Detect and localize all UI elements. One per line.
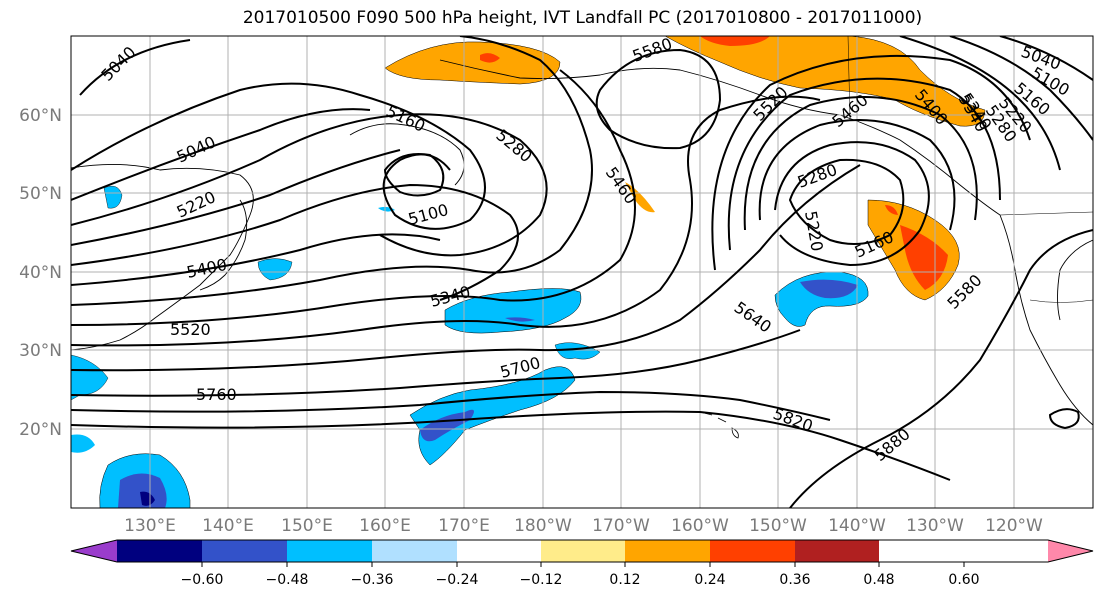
colorbar-outline xyxy=(70,539,1094,563)
lat-label: 20°N xyxy=(19,420,62,440)
colorbar-tick-label: −0.60 xyxy=(181,572,224,588)
colorbar-tick-label: 0.60 xyxy=(948,572,979,588)
colorbar-segment xyxy=(710,540,795,562)
colorbar-segment xyxy=(541,540,625,562)
lat-label: 60°N xyxy=(19,106,62,126)
longitude-labels: 130°E 140°E 150°E 160°E 170°E 180°W 170°… xyxy=(124,516,1043,536)
colorbar-segment xyxy=(457,540,541,562)
colorbar-segment xyxy=(372,540,457,562)
figure-title: 2017010500 F090 500 hPa height, IVT Land… xyxy=(242,8,923,28)
lon-label: 150°E xyxy=(281,516,333,536)
lon-label: 160°W xyxy=(671,516,729,536)
borders xyxy=(847,36,1093,303)
latitude-labels: 60°N 50°N 40°N 30°N 20°N xyxy=(19,106,62,440)
colorbar-segment xyxy=(625,540,710,562)
lon-label: 170°E xyxy=(438,516,490,536)
lat-label: 50°N xyxy=(19,184,62,204)
plot-frame xyxy=(70,35,1094,509)
lon-label: 150°W xyxy=(749,516,807,536)
colorbar-tick-label: −0.48 xyxy=(266,572,309,588)
colorbar-segment xyxy=(202,540,287,562)
contour-label: 5760 xyxy=(196,385,237,404)
ivt-shading xyxy=(71,36,986,508)
lat-label: 40°N xyxy=(19,263,62,283)
colorbar-tick-label: −0.12 xyxy=(520,572,563,588)
colorbar-tick-label: −0.36 xyxy=(351,572,394,588)
colorbar-segment xyxy=(795,540,879,562)
colorbar-extend-min xyxy=(71,540,117,562)
colorbar-segment xyxy=(287,540,372,562)
lon-label: 130°E xyxy=(124,516,176,536)
colorbar-segment xyxy=(117,540,202,562)
colorbar-tick-label: 0.36 xyxy=(779,572,810,588)
colorbar: −0.60 −0.48 −0.36 −0.24 −0.12 0.12 0.24 … xyxy=(70,539,1094,588)
lon-label: 120°W xyxy=(985,516,1043,536)
lon-label: 140°E xyxy=(202,516,254,536)
colorbar-tick-label: 0.12 xyxy=(609,572,640,588)
lon-label: 180°W xyxy=(514,516,572,536)
colorbar-tick-label: 0.24 xyxy=(694,572,725,588)
lon-label: 130°W xyxy=(906,516,964,536)
lon-label: 140°W xyxy=(828,516,886,536)
lat-label: 30°N xyxy=(19,341,62,361)
colorbar-tick-label: 0.48 xyxy=(863,572,894,588)
colorbar-tick-label: −0.24 xyxy=(436,572,479,588)
lon-label: 170°W xyxy=(592,516,650,536)
height-contours xyxy=(71,36,1093,508)
contour-label: 5520 xyxy=(170,320,211,339)
lon-label: 160°E xyxy=(359,516,411,536)
colorbar-extend-max xyxy=(1048,540,1093,562)
